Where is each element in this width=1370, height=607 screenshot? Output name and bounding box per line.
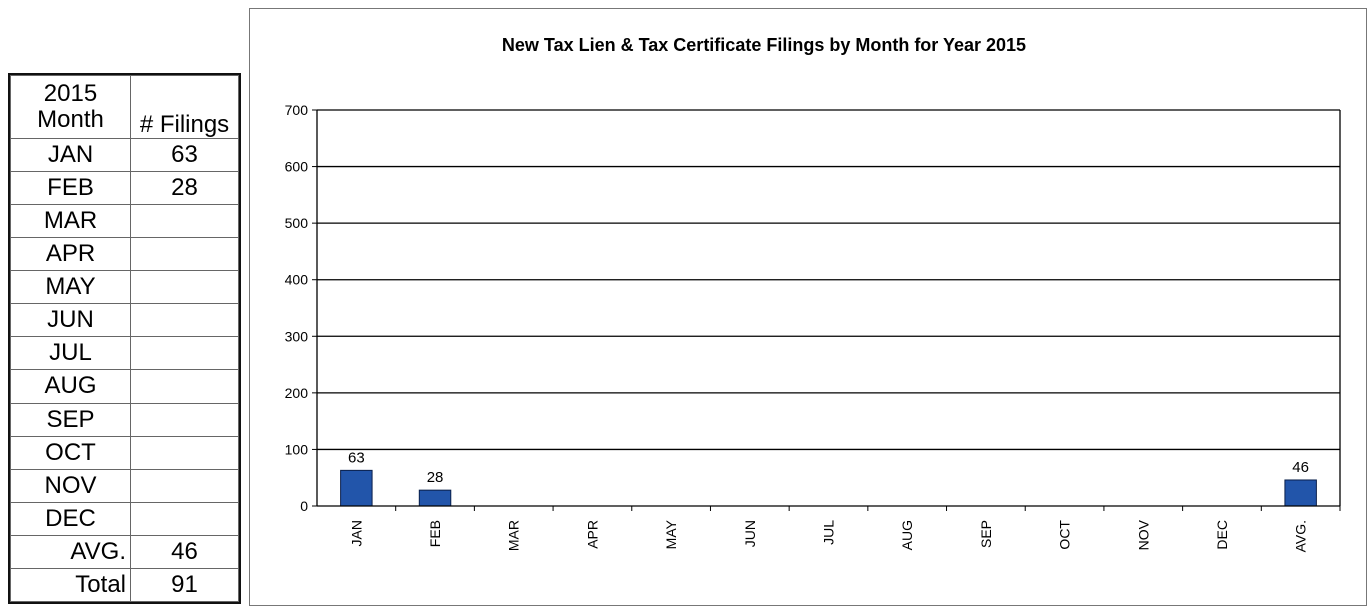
month-cell: SEP	[10, 402, 131, 437]
x-tick-label: MAY	[663, 519, 679, 549]
month-cell: APR	[10, 237, 131, 272]
x-tick-label: NOV	[1135, 519, 1151, 550]
filings-cell	[130, 270, 239, 305]
axes	[316, 110, 1341, 507]
x-tick-label: JUN	[742, 520, 758, 547]
x-tick-label: JAN	[348, 520, 364, 546]
y-tick-label: 200	[285, 385, 309, 401]
x-tick-label: AUG	[899, 520, 915, 550]
month-column-header: 2015 Month	[10, 75, 131, 139]
filings-cell	[130, 204, 239, 239]
x-tick-label: JUL	[821, 520, 837, 545]
table-row: NOV	[10, 468, 239, 503]
month-cell: AUG	[10, 369, 131, 404]
month-header: Month	[37, 106, 104, 133]
y-tick-label: 400	[285, 272, 309, 288]
table-row: MAR	[10, 204, 239, 239]
year-header: 2015	[43, 80, 98, 107]
x-tick-label: MAR	[506, 520, 522, 551]
y-tick-label: 600	[285, 159, 309, 175]
filings-cell	[130, 237, 239, 272]
y-tick-label: 300	[285, 328, 309, 344]
y-tick-label: 700	[285, 102, 309, 118]
table-row: FEB 28	[10, 171, 239, 206]
month-cell: MAR	[10, 204, 131, 239]
filings-cell	[130, 501, 239, 536]
table-row: AUG	[10, 369, 239, 404]
total-row: Total 91	[10, 567, 239, 603]
x-tick-label: AVG.	[1293, 520, 1309, 552]
avg-value: 46	[130, 534, 239, 569]
table-header-row: 2015 Month # Filings	[10, 75, 239, 139]
bar	[418, 489, 452, 507]
filings-table: 2015 Month # Filings JAN 63 FEB 28 MAR APR…	[8, 73, 241, 604]
filings-column-header: # Filings	[130, 75, 239, 139]
table-row: MAY	[10, 270, 239, 305]
table-row: OCT	[10, 435, 239, 470]
x-tick-label: FEB	[427, 520, 443, 547]
filings-cell	[130, 369, 239, 404]
filings-cell: 63	[130, 137, 239, 173]
month-cell: MAY	[10, 270, 131, 305]
month-cell: OCT	[10, 435, 131, 470]
table-row: DEC	[10, 501, 239, 536]
chart-title: New Tax Lien & Tax Certificate Filings b…	[502, 35, 1026, 55]
bar-chart: New Tax Lien & Tax Certificate Filings b…	[285, 35, 1341, 552]
month-cell: JUN	[10, 303, 131, 338]
month-cell: JAN	[10, 137, 131, 173]
filings-cell: 28	[130, 171, 239, 206]
table-row: JUL	[10, 336, 239, 371]
data-label: 28	[427, 469, 444, 486]
month-cell: NOV	[10, 468, 131, 503]
y-tick-label: 100	[285, 441, 309, 457]
bars	[340, 469, 1317, 507]
filings-cell	[130, 468, 239, 503]
table-row: APR	[10, 237, 239, 272]
table-row: SEP	[10, 402, 239, 437]
x-tick-label: APR	[584, 520, 600, 549]
x-axis-ticks: JAN FEB MAR APR MAY JUN JUL AUG SEP OCT NOV DEC AVG.	[348, 506, 1341, 552]
total-value: 91	[130, 567, 239, 603]
table-row: JUN	[10, 303, 239, 338]
filings-header: # Filings	[139, 111, 230, 138]
data-label: 46	[1292, 459, 1309, 476]
bar	[1284, 479, 1317, 507]
gridlines	[317, 109, 1340, 451]
data-labels: 63 28 46	[348, 449, 1309, 486]
x-tick-label: SEP	[978, 520, 994, 548]
y-tick-label: 0	[300, 498, 308, 514]
y-tick-label: 500	[285, 215, 309, 231]
filings-cell	[130, 435, 239, 470]
avg-label: AVG.	[10, 534, 131, 569]
x-tick-label: DEC	[1214, 520, 1230, 550]
y-axis-ticks: 0 100 200 300 400 500 600 700	[285, 102, 317, 514]
filings-cell	[130, 336, 239, 371]
month-cell: FEB	[10, 171, 131, 206]
data-label: 63	[348, 449, 365, 466]
filings-cell	[130, 303, 239, 338]
filings-cell	[130, 402, 239, 437]
avg-row: AVG. 46	[10, 534, 239, 569]
total-label: Total	[10, 567, 131, 603]
chart-area: New Tax Lien & Tax Certificate Filings b…	[249, 8, 1367, 606]
month-cell: DEC	[10, 501, 131, 536]
bar	[340, 469, 373, 507]
table-row: JAN 63	[10, 137, 239, 173]
month-cell: JUL	[10, 336, 131, 371]
x-tick-label: OCT	[1057, 520, 1073, 550]
